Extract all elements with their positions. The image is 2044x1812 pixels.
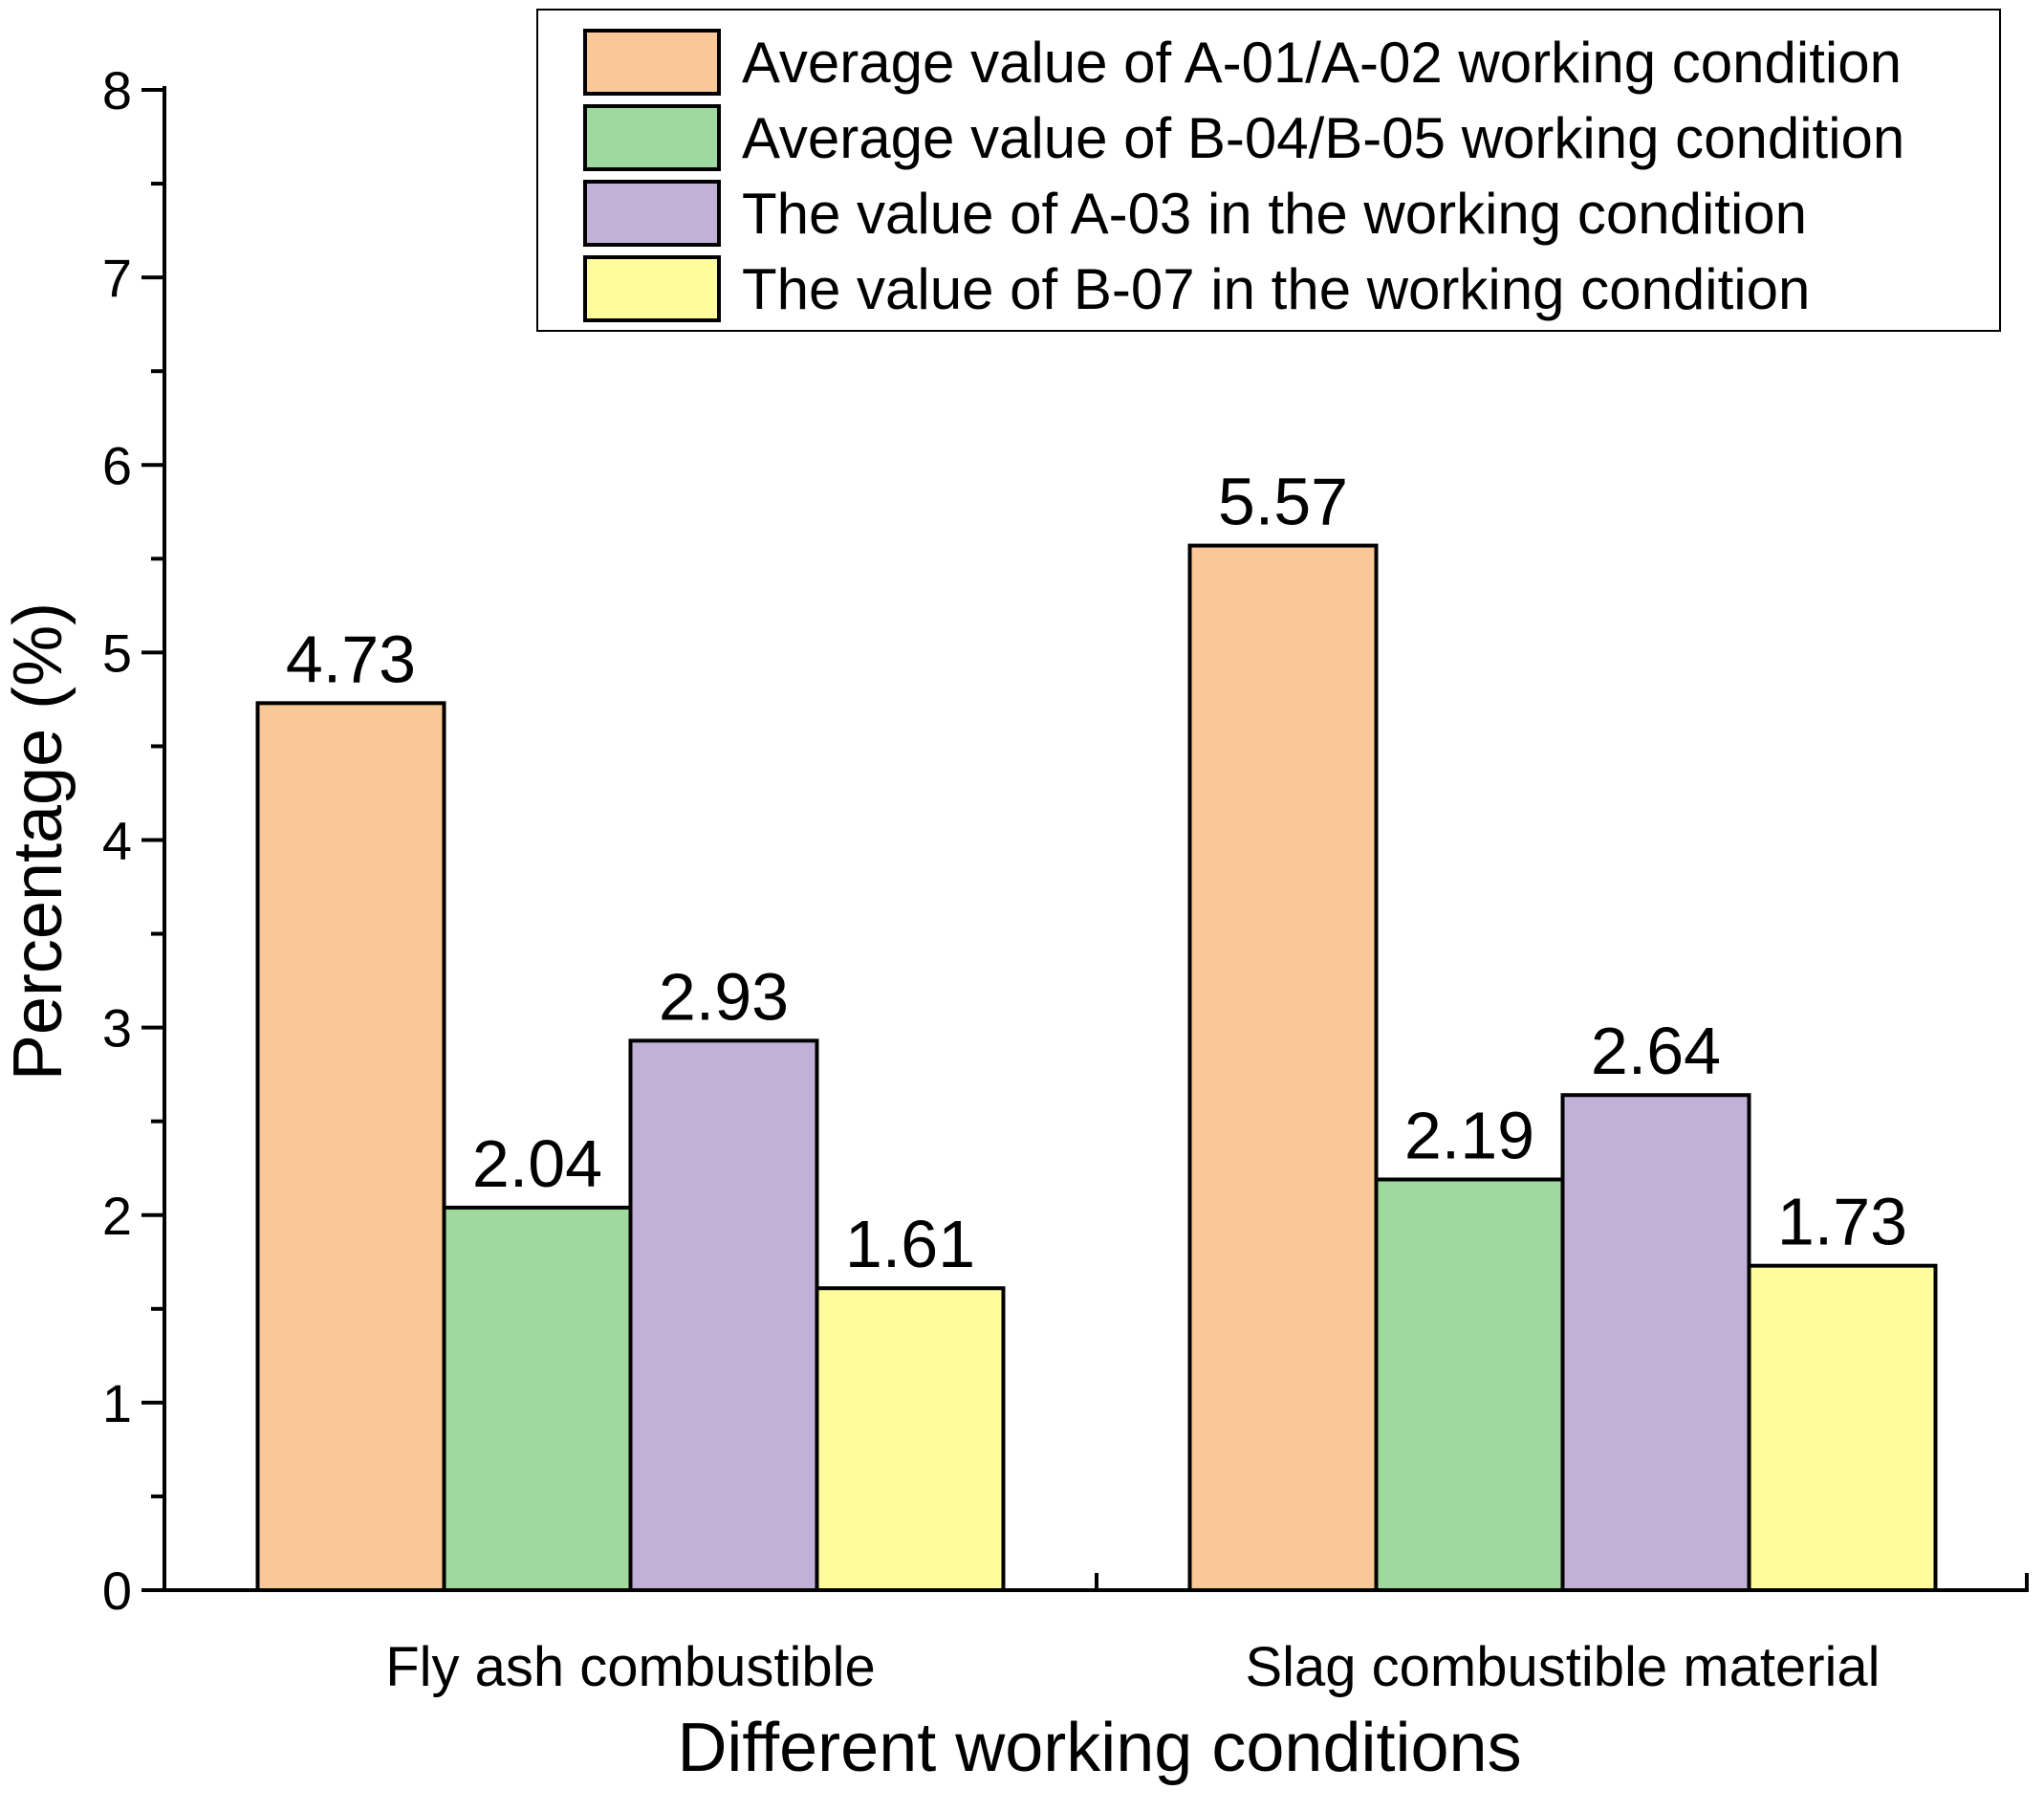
- y-axis-title: Percentage (%): [0, 602, 76, 1081]
- bar-value-label: 1.73: [1777, 1185, 1907, 1259]
- y-tick-label: 8: [102, 60, 132, 120]
- bar: [628, 1038, 819, 1592]
- bar-value-label: 4.73: [286, 622, 416, 696]
- legend-swatch: [583, 104, 721, 171]
- y-tick-label: 5: [102, 622, 132, 683]
- x-category-label: Slag combustible material: [1245, 1636, 1880, 1698]
- legend-label: Average value of B-04/B-05 working condi…: [742, 106, 1904, 170]
- y-tick-label: 0: [102, 1561, 132, 1621]
- bar-value-label: 5.57: [1218, 465, 1348, 539]
- bar: [1374, 1177, 1565, 1592]
- legend-label: The value of A-03 in the working conditi…: [742, 182, 1807, 246]
- data-labels: 4.73 2.04 2.93 1.61 5.57 2.19 2.64 1.73: [286, 465, 1907, 1282]
- bar: [255, 701, 446, 1592]
- legend-label: Average value of A-01/A-02 working condi…: [742, 31, 1902, 95]
- bar: [1187, 543, 1379, 1592]
- bar-value-label: 2.04: [472, 1126, 602, 1201]
- bars: [255, 543, 1938, 1593]
- y-tick-label: 7: [102, 248, 132, 308]
- y-tick-label: 3: [102, 998, 132, 1059]
- x-category-label: Fly ash combustible: [385, 1636, 876, 1698]
- axes: 0 1 2 3 4 5 6 7 8 Fly ash combustible Slag combust…: [102, 60, 2029, 1698]
- bar: [1747, 1263, 1938, 1592]
- bar-value-label: 2.19: [1404, 1098, 1534, 1172]
- legend-swatch: [583, 29, 721, 96]
- bar: [815, 1286, 1006, 1593]
- y-tick-label: 2: [102, 1186, 132, 1246]
- x-axis-title: Different working conditions: [677, 1710, 1521, 1786]
- y-tick-label: 1: [102, 1373, 132, 1433]
- y-tick-label: 6: [102, 435, 132, 495]
- legend: Average value of A-01/A-02 working condi…: [536, 9, 2001, 332]
- bar: [1560, 1093, 1751, 1592]
- bar-value-label: 2.64: [1591, 1014, 1721, 1088]
- legend-swatch: [583, 255, 721, 322]
- legend-box: [536, 9, 2001, 332]
- legend-label: The value of B-07 in the working conditi…: [742, 257, 1810, 321]
- bar-value-label: 1.61: [845, 1207, 975, 1281]
- y-tick-label: 4: [102, 811, 132, 871]
- legend-swatch: [583, 180, 721, 247]
- bar-value-label: 2.93: [659, 959, 789, 1034]
- bar: [442, 1205, 633, 1593]
